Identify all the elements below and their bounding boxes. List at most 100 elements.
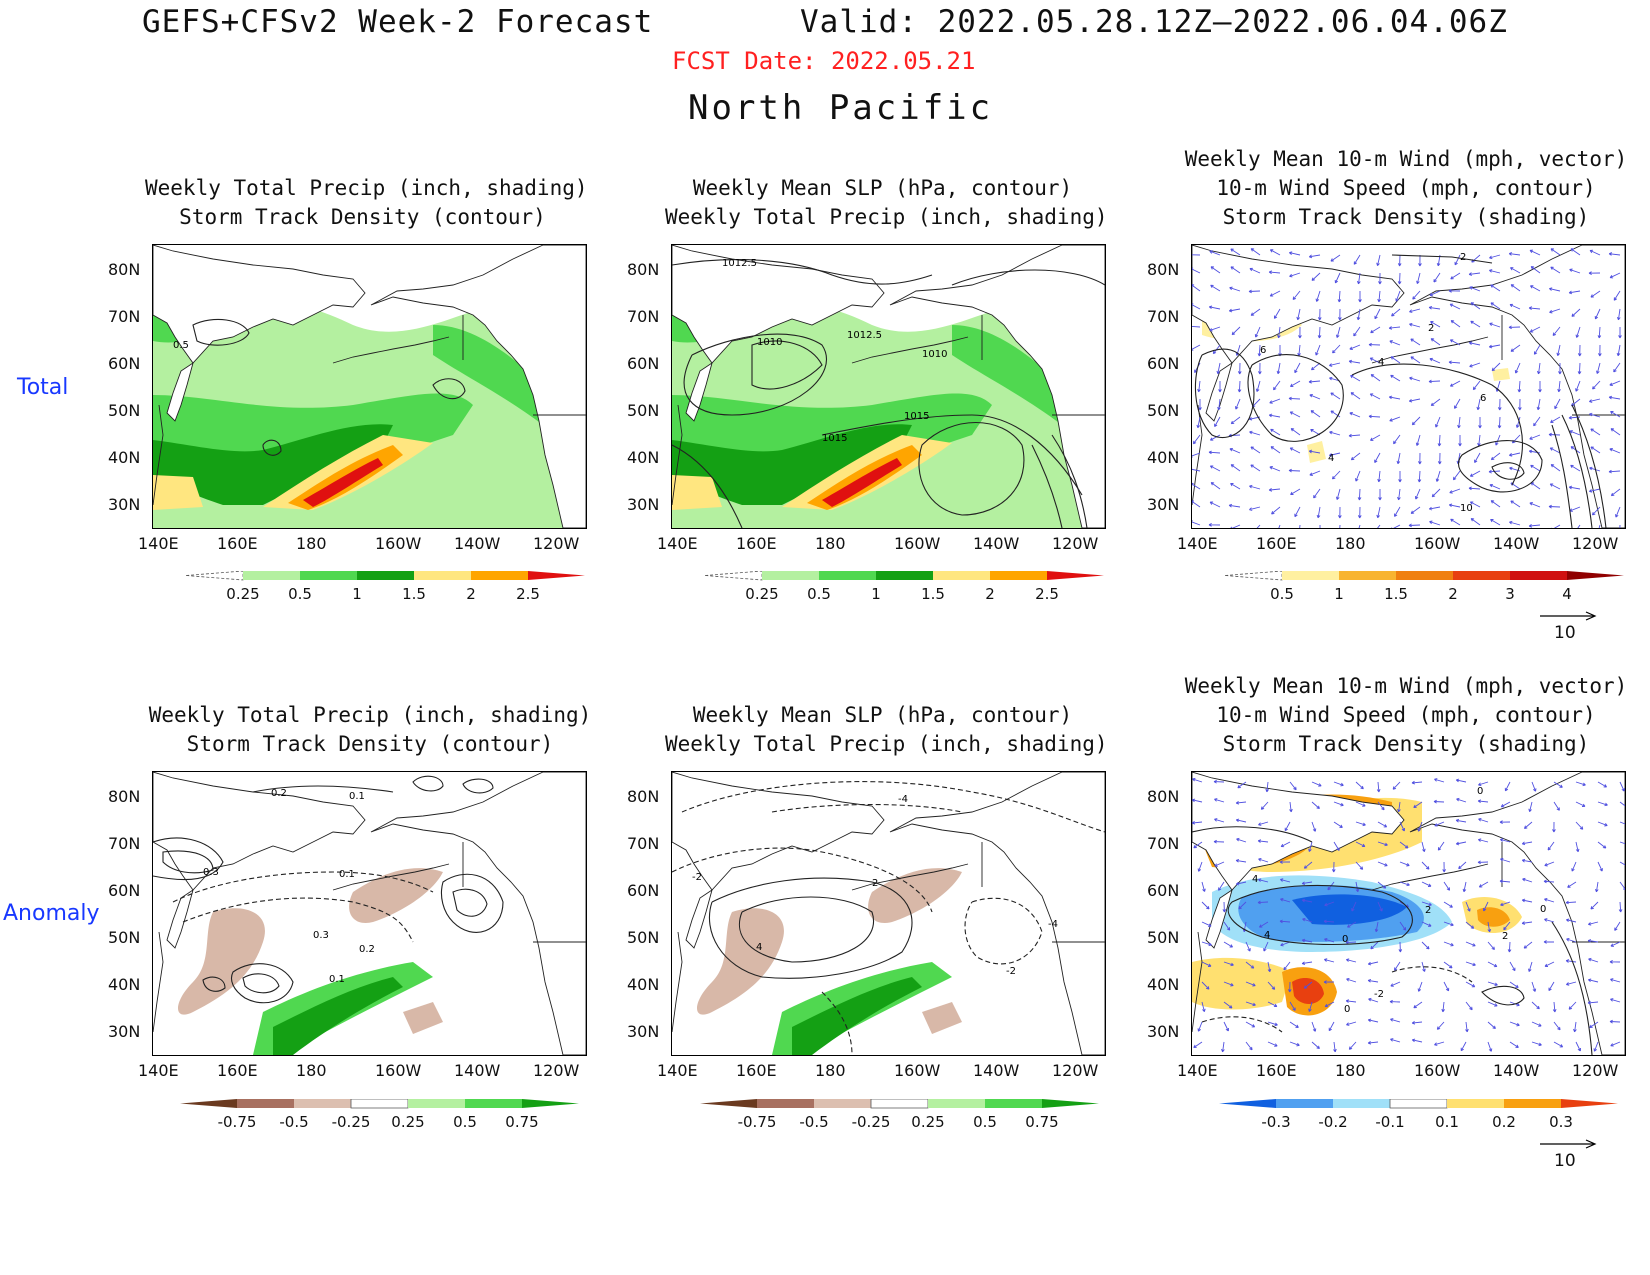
contour-label: 0 [1342, 934, 1348, 945]
colorbar-tick-label: 0.5 [1270, 585, 1294, 603]
precip-dark-band [672, 424, 912, 505]
wind-vector-arrow [1289, 1041, 1300, 1047]
wind-vector-arrow [1331, 861, 1336, 873]
wind-vector-arrow [1197, 861, 1203, 872]
wind-vector-arrow [1324, 938, 1335, 943]
wind-vector-arrow [1433, 272, 1441, 283]
colorbar-segment [990, 571, 1047, 580]
contour-label: 0.1 [339, 869, 355, 880]
wind-vector-arrow [1588, 398, 1601, 403]
track-anomaly-positive-mid [1477, 907, 1510, 927]
wind-vector-arrow [1455, 841, 1467, 846]
wind-vector-arrow [1448, 289, 1461, 293]
siberia-land [672, 772, 885, 891]
wind-vector-arrow [1553, 801, 1560, 811]
wind-vector-arrow [1533, 344, 1541, 355]
wind-vector-arrow [1619, 524, 1621, 528]
wind-vector-arrow [1465, 1001, 1473, 1011]
wind-vector-arrow [1303, 861, 1313, 869]
wind-vector-arrow [1238, 901, 1247, 910]
wind-vector-arrow [1490, 518, 1501, 526]
wind-vector-arrow [1310, 362, 1321, 371]
colorbar-tick-label: -0.25 [332, 1113, 371, 1131]
wind-vector-arrow [1548, 504, 1561, 509]
wind-vector-arrow [1311, 821, 1317, 832]
wind-vector-arrow [1398, 941, 1403, 953]
wind-vector-arrow [1289, 411, 1301, 418]
contour-label: -2 [1374, 989, 1384, 1000]
coastline [672, 772, 1105, 1055]
wind-vector-arrow [1335, 326, 1341, 338]
wind-vector-arrow [1442, 861, 1446, 873]
colorbar-segment [985, 1099, 1042, 1108]
wind-vector-arrow [1330, 392, 1341, 400]
wind-vector-arrow [1248, 289, 1261, 294]
storm-track-contour [412, 775, 494, 794]
longitude-label: 160W [1414, 1061, 1461, 1080]
wind-vector-arrow [1250, 248, 1261, 256]
wind-vector-arrow [1577, 524, 1581, 528]
wind-vector-arrow [1428, 379, 1441, 384]
wind-vector-arrow [1353, 326, 1361, 337]
wind-vector-arrow [1531, 1001, 1540, 1010]
wind-vector-arrow [1528, 524, 1541, 528]
wind-vector-arrow [1488, 344, 1501, 349]
colorbar-tick-label: 1 [352, 585, 362, 603]
wind-vector-arrow [1518, 398, 1522, 411]
wind-vector-arrow [1311, 272, 1321, 281]
wind-vector-arrow [1230, 416, 1241, 425]
precip-yellow-west [672, 475, 722, 510]
wind-vector-arrow [1397, 488, 1401, 501]
colorbar-tick-label: 0.25 [911, 1113, 944, 1131]
wind-vector-arrow [1509, 961, 1516, 972]
wind-vector-arrow [1470, 320, 1481, 328]
wind-vector-arrow [1589, 466, 1601, 472]
longitude-label: 160E [217, 534, 258, 553]
wind-vector-arrow [1608, 469, 1621, 474]
wind-vector-arrow [1470, 518, 1481, 526]
wind-vector-arrow [1308, 379, 1321, 384]
wind-vector-arrow [1333, 821, 1343, 828]
wind-vector-arrow [1571, 308, 1581, 317]
colorbar-tick-label: 0.5 [807, 585, 831, 603]
latitude-label: 30N [1147, 495, 1180, 514]
wind-vector-arrow [1279, 919, 1291, 924]
wind-vector-arrow [1587, 978, 1599, 983]
slp-contour [751, 340, 823, 390]
wind-speed-contour [1391, 254, 1493, 264]
colorbar-precip-total-1: 0.25 0.5 1 1.5 2 2.5 [176, 570, 595, 609]
wind-vector-arrow [1249, 484, 1261, 490]
vector-reference-anomaly-label: 10 [1554, 1151, 1576, 1171]
wind-vector-arrow [1443, 941, 1454, 947]
wind-vector-arrow [1594, 881, 1599, 893]
storm-track-contour [440, 873, 504, 933]
wind-vector-arrow [1192, 777, 1203, 783]
latitude-label: 80N [1147, 260, 1180, 279]
wind-vector-arrow [1308, 449, 1321, 454]
wind-vector-arrow [1490, 452, 1501, 461]
wind-vector-arrow [1460, 1041, 1467, 1052]
wind-vector-arrow [1575, 821, 1584, 830]
wind-vector-arrow [1437, 841, 1445, 851]
wind-vector-arrow [1377, 901, 1383, 912]
latitude-label: 70N [108, 307, 141, 326]
wind-vector-arrow [1569, 506, 1581, 512]
panel-3-title-line1: Weekly Mean 10-m Wind (mph, vector) [1184, 147, 1628, 171]
kamchatka-land [1205, 361, 1233, 422]
dry-anomaly [403, 1002, 443, 1034]
wind-vector-arrow [1368, 997, 1379, 1003]
latitude-label: 40N [627, 975, 660, 994]
wind-vector-arrow [1230, 266, 1241, 274]
japan-coast [1192, 931, 1203, 1033]
latitude-label: 30N [627, 495, 660, 514]
wind-vector-arrow [1223, 1021, 1229, 1032]
wind-vector-arrow [1369, 393, 1381, 400]
wind-vector-arrow [1323, 958, 1335, 963]
storm-track-contour [242, 973, 280, 994]
panel-5-title: Weekly Mean SLP (hPa, contour) Weekly To… [665, 701, 1108, 759]
longitude-label: 120W [533, 1061, 580, 1080]
wind-vector-arrow [1229, 447, 1241, 454]
japan-coast [1192, 404, 1203, 506]
wind-vector-arrow [1487, 961, 1498, 968]
wind-vector-arrow [1290, 380, 1301, 387]
